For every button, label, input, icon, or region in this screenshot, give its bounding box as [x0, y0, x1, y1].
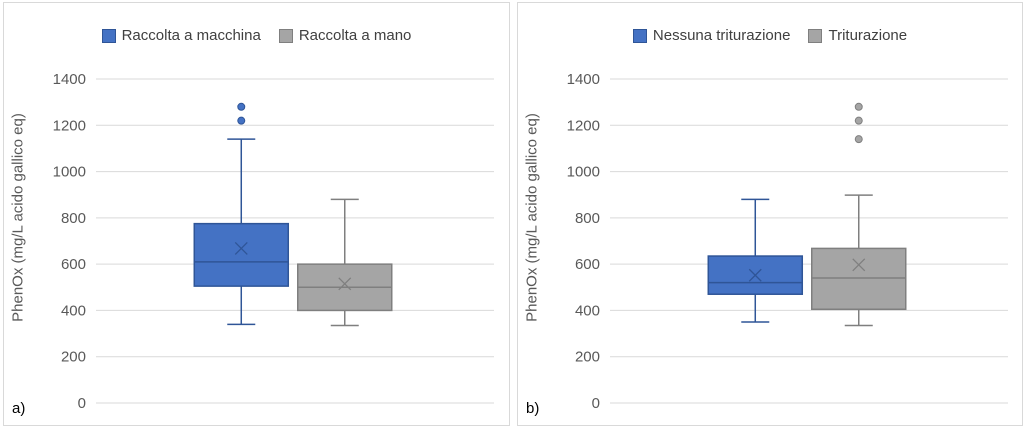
mean-marker [748, 268, 762, 282]
y-tick-label: 0 [592, 395, 600, 412]
legend-label: Raccolta a mano [298, 27, 412, 44]
y-tick-label: 0 [78, 395, 86, 412]
legend-swatch [632, 28, 647, 43]
plot-area: 0 200 400 600 800 1000 1200 1400 [567, 71, 1008, 412]
legend: Nessuna triturazione Triturazione [518, 27, 1022, 44]
legend-swatch [101, 28, 116, 43]
mean-marker [852, 258, 866, 272]
y-tick-label: 400 [575, 302, 600, 319]
y-tick-label: 1200 [53, 117, 86, 134]
mean-marker [234, 241, 248, 255]
y-tick-label: 200 [575, 349, 600, 366]
chart-panel-a: Raccolta a macchina Raccolta a mano Phen… [3, 2, 510, 426]
legend-swatch [808, 28, 823, 43]
y-tick-label: 600 [575, 256, 600, 273]
y-tick-label: 400 [61, 302, 86, 319]
legend-item: Raccolta a mano [278, 27, 412, 44]
legend-label: Triturazione [828, 27, 908, 44]
outlier-point [237, 116, 246, 125]
y-tick-label: 800 [575, 210, 600, 227]
legend-label: Raccolta a macchina [121, 27, 261, 44]
box-iqr [811, 247, 907, 311]
box-iqr [193, 222, 290, 287]
legend-item: Nessuna triturazione [632, 27, 791, 44]
outlier-point [237, 102, 246, 111]
legend-swatch [278, 28, 293, 43]
y-tick-label: 1400 [53, 71, 86, 88]
outlier-point [854, 116, 863, 125]
y-tick-label: 600 [61, 256, 86, 273]
y-tick-label: 800 [61, 210, 86, 227]
panel-label: a) [12, 400, 26, 417]
legend-item: Raccolta a macchina [101, 27, 261, 44]
y-tick-label: 1000 [567, 164, 600, 181]
legend-label: Nessuna triturazione [652, 27, 791, 44]
y-tick-label: 1200 [567, 117, 600, 134]
mean-marker [338, 277, 352, 291]
chart-panel-b: Nessuna triturazione Triturazione PhenOx… [517, 2, 1023, 426]
outlier-point [854, 135, 863, 144]
legend-item: Triturazione [808, 27, 907, 44]
outlier-point [854, 102, 863, 111]
y-tick-label: 200 [61, 349, 86, 366]
y-tick-label: 1000 [53, 164, 86, 181]
plot-area: 0 200 400 600 800 1000 1200 1400 [53, 71, 494, 412]
panel-label: b) [526, 400, 540, 417]
y-tick-label: 1400 [567, 71, 600, 88]
legend: Raccolta a macchina Raccolta a mano [4, 27, 509, 44]
